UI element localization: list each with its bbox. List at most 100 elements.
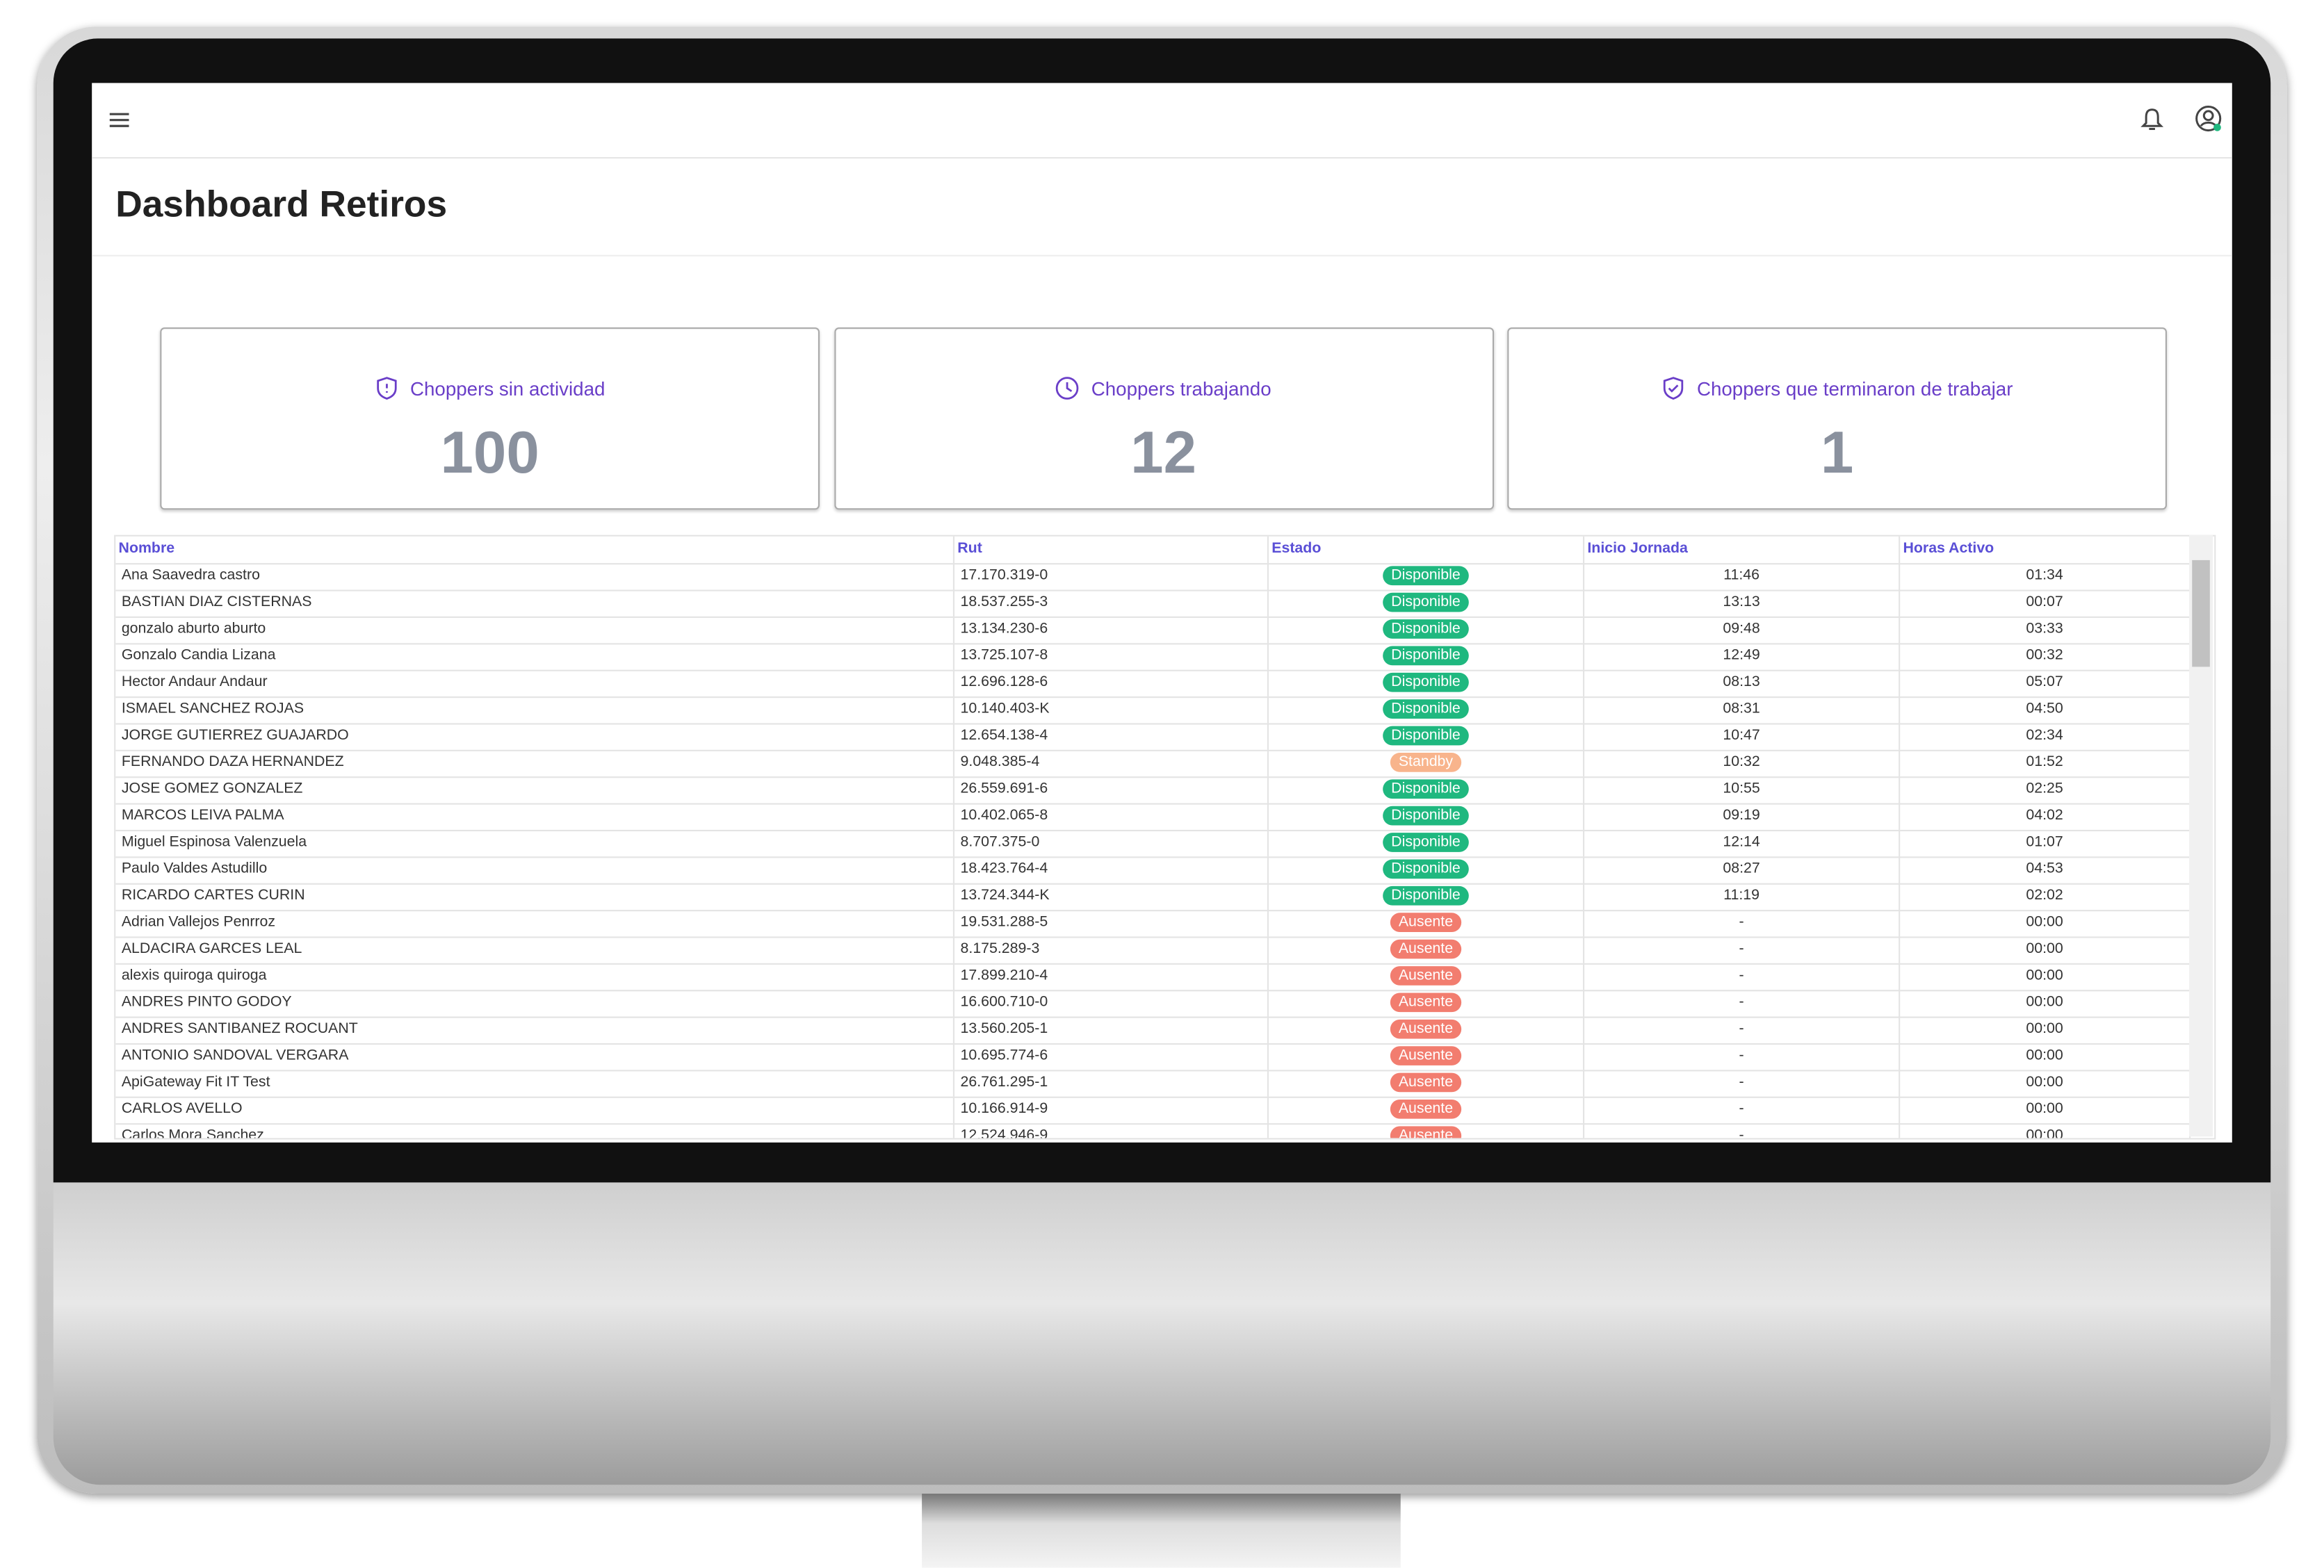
table-cell: Gonzalo Candia Lizana: [115, 643, 955, 670]
status-cell: Disponible: [1269, 669, 1585, 697]
table-cell: 09:48: [1584, 616, 1901, 644]
table-cell: -: [1584, 1123, 1901, 1138]
table-cell: 00:00: [1900, 963, 2191, 990]
status-badge: Standby: [1390, 753, 1462, 772]
table-cell: gonzalo aburto aburto: [115, 616, 955, 644]
card-value: 100: [440, 420, 539, 487]
status-cell: Disponible: [1269, 883, 1585, 910]
table-cell: 10.695.774-6: [954, 1043, 1269, 1070]
table-cell: 11:19: [1584, 883, 1901, 910]
table-cell: alexis quiroga quiroga: [115, 963, 955, 990]
status-cell: Disponible: [1269, 696, 1585, 724]
status-badge: Ausente: [1390, 913, 1462, 933]
table-cell: 00:07: [1900, 589, 2191, 616]
table-cell: 16.600.710-0: [954, 990, 1269, 1017]
table-cell: 00:00: [1900, 1070, 2191, 1097]
status-cell: Disponible: [1269, 643, 1585, 670]
status-cell: Ausente: [1269, 1016, 1585, 1043]
status-badge: Ausente: [1390, 966, 1462, 986]
table-cell: 04:50: [1900, 696, 2191, 724]
status-cell: Disponible: [1269, 723, 1585, 750]
table-cell: 00:00: [1900, 1043, 2191, 1070]
row-line: [115, 643, 2191, 645]
status-badge: Disponible: [1382, 779, 1470, 799]
status-cell: Ausente: [1269, 910, 1585, 937]
table-cell: 00:00: [1900, 1123, 2191, 1138]
row-line: [115, 1043, 2191, 1045]
table-cell: ALDACIRA GARCES LEAL: [115, 936, 955, 963]
table-cell: Adrian Vallejos Penrroz: [115, 910, 955, 937]
table-cell: 12:14: [1584, 829, 1901, 857]
status-cell: Disponible: [1269, 616, 1585, 644]
notifications-button[interactable]: [2140, 107, 2164, 133]
table-cell: Ana Saavedra castro: [115, 563, 955, 590]
status-cell: Disponible: [1269, 829, 1585, 857]
table-cell: 00:00: [1900, 936, 2191, 963]
profile-button[interactable]: [2193, 104, 2223, 133]
table-cell: FERNANDO DAZA HERNANDEZ: [115, 749, 955, 777]
table-cell: RICARDO CARTES CURIN: [115, 883, 955, 910]
row-line: [115, 803, 2191, 805]
table-cell: 17.170.319-0: [954, 563, 1269, 590]
row-line: [115, 856, 2191, 858]
table-cell: -: [1584, 1070, 1901, 1097]
status-cell: Disponible: [1269, 563, 1585, 590]
status-cell: Ausente: [1269, 1043, 1585, 1070]
status-badge: Ausente: [1390, 1019, 1462, 1039]
table-cell: 18.423.764-4: [954, 856, 1269, 883]
row-line: [115, 563, 2191, 565]
table-cell: 10:32: [1584, 749, 1901, 777]
status-cell: Disponible: [1269, 856, 1585, 883]
card-label: Choppers trabajando: [1091, 377, 1271, 400]
table-cell: 13:13: [1584, 589, 1901, 616]
menu-button[interactable]: [108, 110, 132, 131]
row-line: [115, 696, 2191, 699]
status-badge: Disponible: [1382, 885, 1470, 906]
table-cell: 10.166.914-9: [954, 1096, 1269, 1124]
table-cell: ISMAEL SANCHEZ ROJAS: [115, 696, 955, 724]
status-badge: Ausente: [1390, 1099, 1462, 1119]
column-header: Horas Activo: [1900, 536, 2191, 564]
card-label-row: Choppers sin actividad: [161, 377, 818, 400]
row-line: [115, 990, 2191, 992]
table-cell: 12.524.946-9: [954, 1123, 1269, 1138]
stat-card: Choppers trabajando 12: [834, 327, 1493, 510]
status-badge: Disponible: [1382, 592, 1470, 612]
row-line: [115, 1123, 2191, 1125]
table-cell: 13.724.344-K: [954, 883, 1269, 910]
row-line: [115, 1070, 2191, 1072]
row-line: [115, 883, 2191, 885]
table-cell: 01:34: [1900, 563, 2191, 590]
table-cell: 04:53: [1900, 856, 2191, 883]
row-line: [115, 1096, 2191, 1098]
status-cell: Ausente: [1269, 963, 1585, 990]
row-line: [115, 829, 2191, 832]
status-badge: Ausente: [1390, 1072, 1462, 1093]
scrollbar[interactable]: [2188, 534, 2213, 1137]
table-cell: Miguel Espinosa Valenzuela: [115, 829, 955, 857]
table-cell: 03:33: [1900, 616, 2191, 644]
status-badge: Disponible: [1382, 672, 1470, 692]
table-cell: ANDRES SANTIBANEZ ROCUANT: [115, 1016, 955, 1043]
status-cell: Ausente: [1269, 990, 1585, 1017]
table-cell: 00:32: [1900, 643, 2191, 670]
table-cell: 9.048.385-4: [954, 749, 1269, 777]
stat-card: Choppers sin actividad 100: [160, 327, 820, 510]
table-cell: 11:46: [1584, 563, 1901, 590]
table-cell: 04:02: [1900, 803, 2191, 830]
table-cell: 26.761.295-1: [954, 1070, 1269, 1097]
table-cell: 26.559.691-6: [954, 776, 1269, 803]
table-cell: 13.134.230-6: [954, 616, 1269, 644]
table-cell: BASTIAN DIAZ CISTERNAS: [115, 589, 955, 616]
status-badge: Disponible: [1382, 859, 1470, 879]
table-cell: 19.531.288-5: [954, 910, 1269, 937]
table-cell: 09:19: [1584, 803, 1901, 830]
table-cell: 08:13: [1584, 669, 1901, 697]
table-cell: 12.696.128-6: [954, 669, 1269, 697]
table-cell: 02:25: [1900, 776, 2191, 803]
card-label-row: Choppers trabajando: [835, 377, 1491, 400]
table-cell: 10.140.403-K: [954, 696, 1269, 724]
status-badge: Ausente: [1390, 993, 1462, 1013]
table-cell: 13.560.205-1: [954, 1016, 1269, 1043]
